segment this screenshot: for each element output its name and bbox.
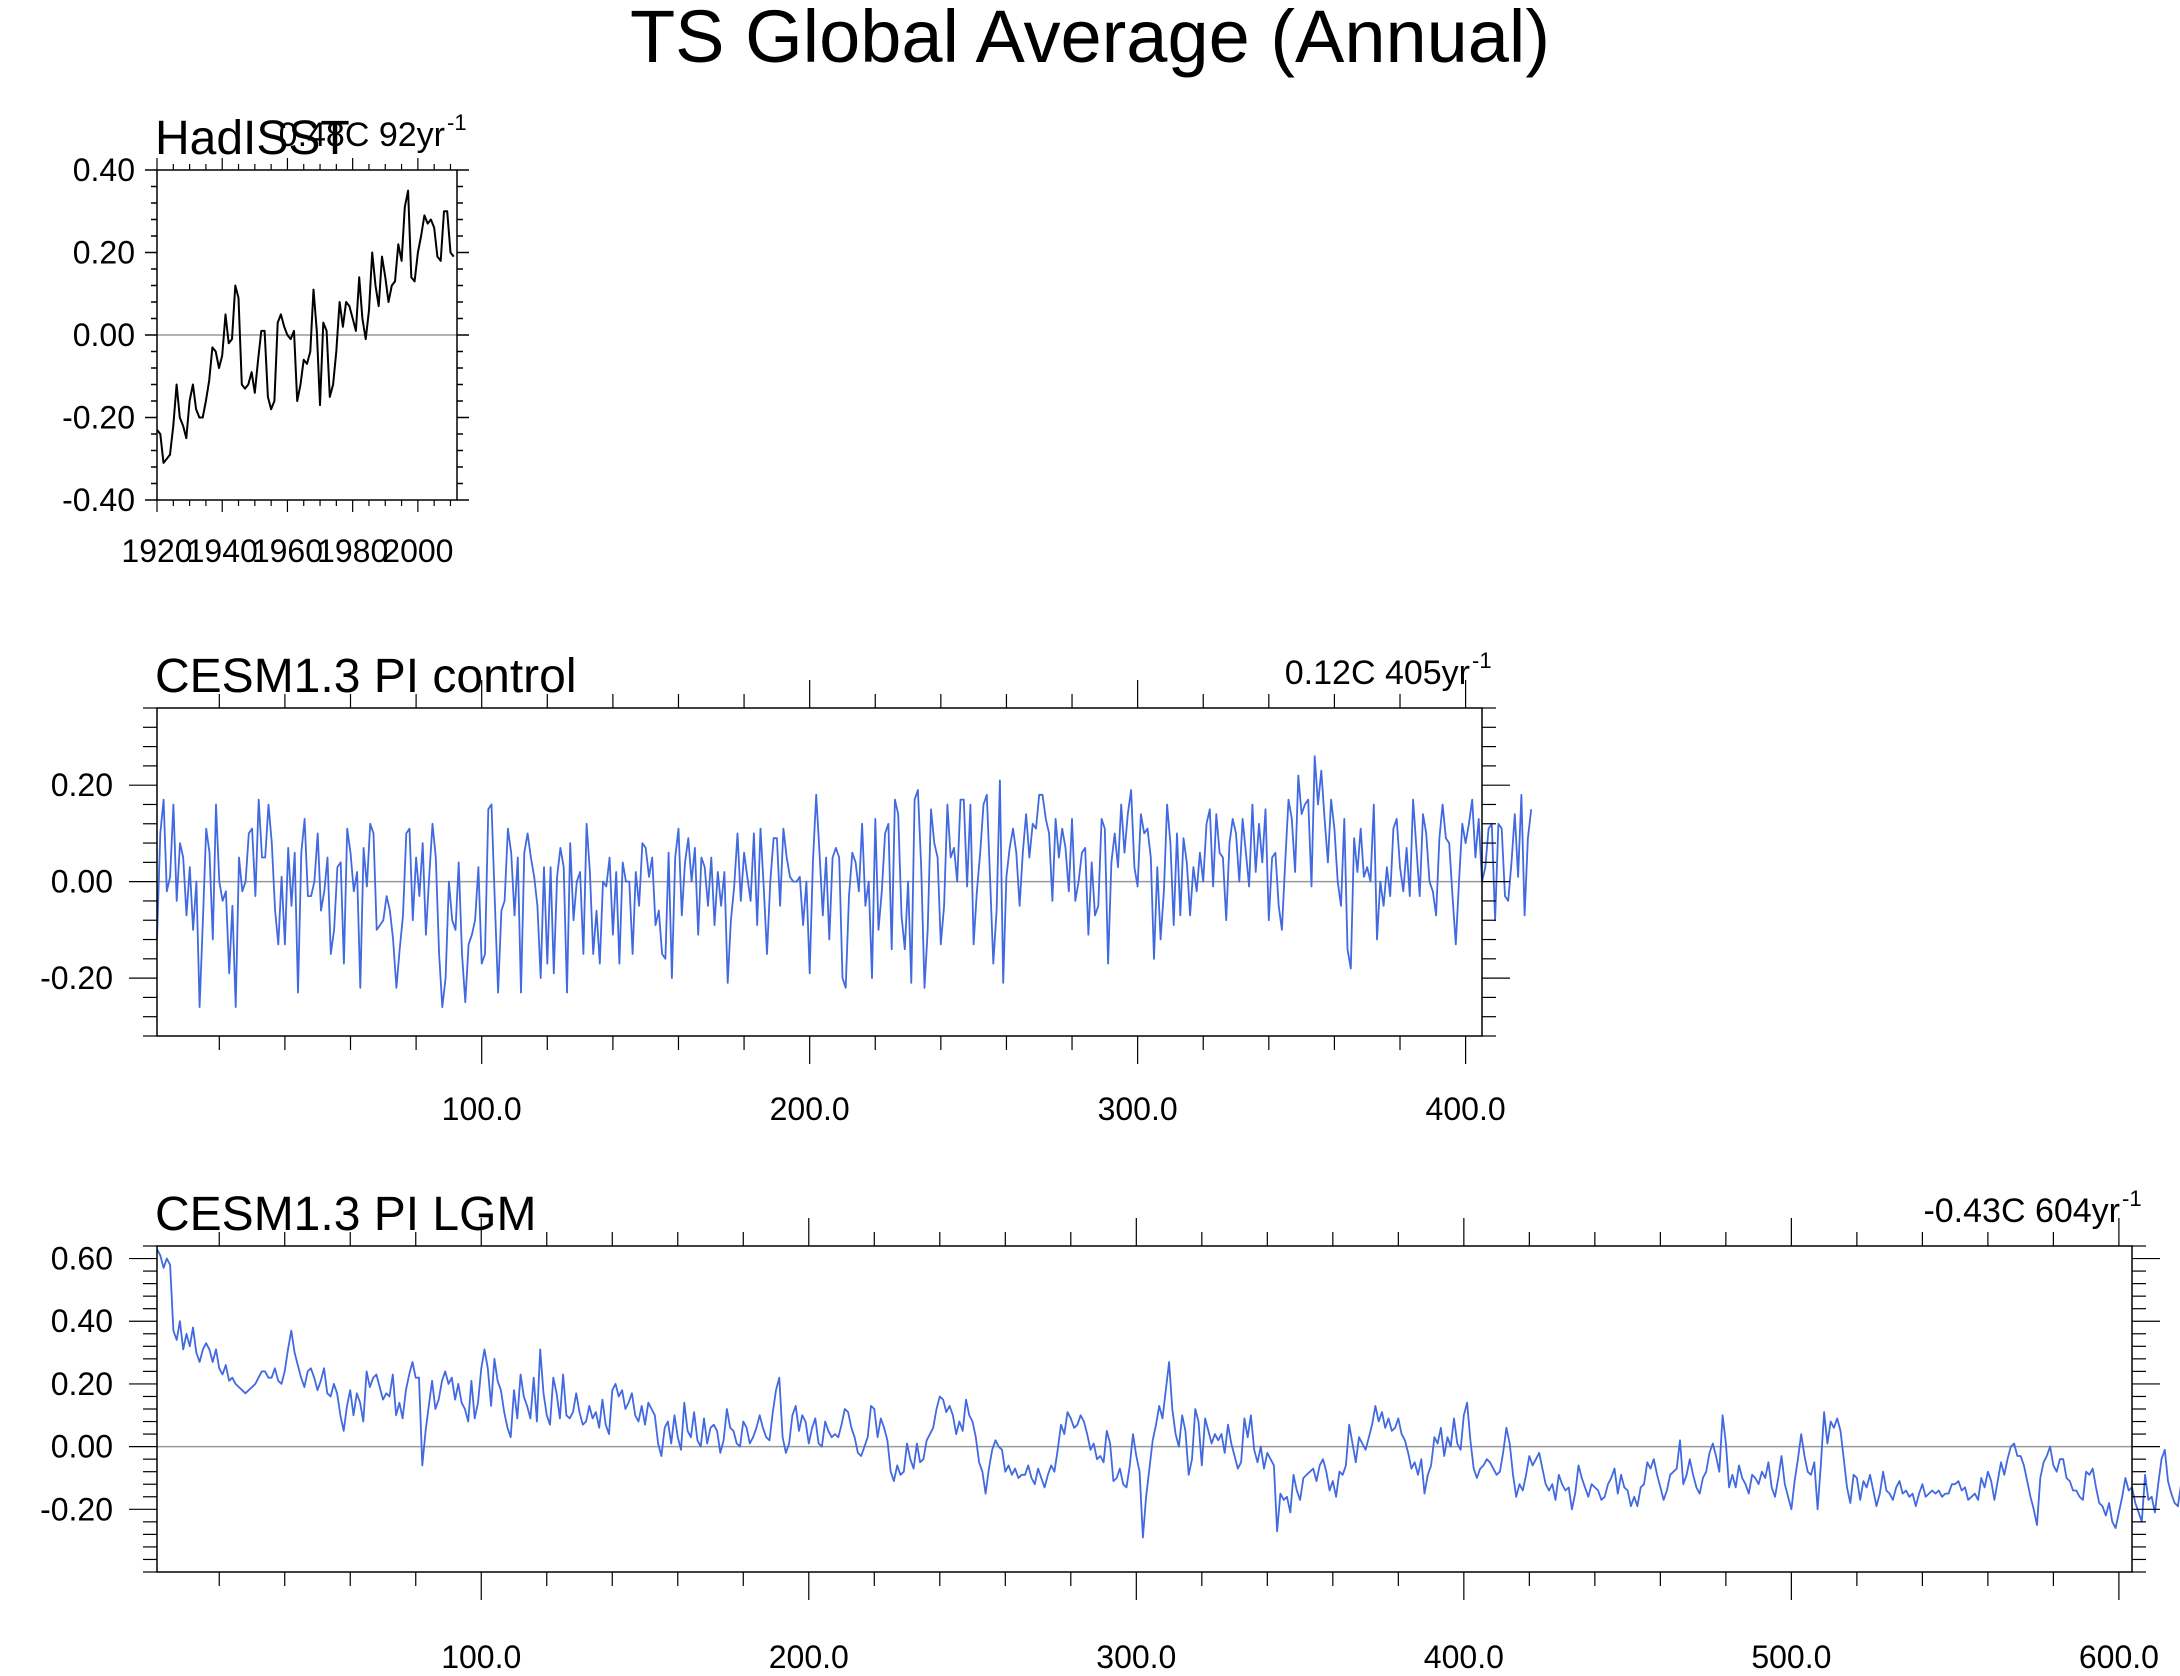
trend-exponent: -1 xyxy=(2122,1186,2142,1211)
x-tick-label: 200.0 xyxy=(770,1091,850,1127)
trend-label: 0.48C 92yr xyxy=(279,116,445,154)
y-tick-label: -0.20 xyxy=(62,400,135,436)
y-tick-label: -0.20 xyxy=(40,1491,113,1527)
plot-frame xyxy=(156,707,1483,1037)
x-tick-label: 200.0 xyxy=(769,1639,849,1675)
chart-panel-pi-control: CESM1.3 PI control 0.12C 405yr -1 -0.20 0.00… xyxy=(40,648,1533,1127)
x-tick-label: 100.0 xyxy=(441,1639,521,1675)
x-tick-label: 600.0 xyxy=(2079,1639,2159,1675)
series-line-0 xyxy=(156,1248,2180,1539)
trend-exponent: -1 xyxy=(1472,648,1492,673)
series-line-0 xyxy=(156,189,455,464)
y-tick-label: 0.00 xyxy=(51,1429,113,1465)
y-tick-label: -0.40 xyxy=(62,482,135,518)
x-tick-label: 100.0 xyxy=(442,1091,522,1127)
figure-title: TS Global Average (Annual) xyxy=(630,0,1550,78)
series-line-0 xyxy=(156,755,1533,1008)
x-tick-label: 1940 xyxy=(187,533,258,569)
panel-title: HadISST xyxy=(155,112,350,165)
y-tick-label: -0.20 xyxy=(40,960,113,996)
x-tick-label: 300.0 xyxy=(1098,1091,1178,1127)
x-tick-label: 400.0 xyxy=(1426,1091,1506,1127)
y-tick-label: 0.60 xyxy=(51,1241,113,1277)
x-tick-label: 1960 xyxy=(252,533,323,569)
x-tick-label: 1920 xyxy=(121,533,192,569)
x-tick-label: 500.0 xyxy=(1751,1639,1831,1675)
trend-label: -0.43C 604yr xyxy=(1923,1192,2120,1230)
y-tick-label: 0.40 xyxy=(73,152,135,188)
trend-label: 0.12C 405yr xyxy=(1285,654,1470,692)
y-tick-label: 0.20 xyxy=(51,767,113,803)
panel-title: CESM1.3 PI control xyxy=(155,650,577,703)
chart-panel-pi-lgm: CESM1.3 PI LGM -0.43C 604yr -1 -0.20 0.00 0.2… xyxy=(40,1186,2180,1675)
panel-title: CESM1.3 PI LGM xyxy=(155,1188,536,1241)
y-tick-label: 0.20 xyxy=(51,1366,113,1402)
y-tick-label: 0.00 xyxy=(51,864,113,900)
x-tick-label: 300.0 xyxy=(1096,1639,1176,1675)
x-tick-label: 2000 xyxy=(382,533,453,569)
trend-exponent: -1 xyxy=(447,110,467,135)
y-tick-label: 0.40 xyxy=(51,1303,113,1339)
y-tick-label: 0.00 xyxy=(73,317,135,353)
x-tick-label: 400.0 xyxy=(1424,1639,1504,1675)
y-tick-label: 0.20 xyxy=(73,235,135,271)
x-tick-label: 1980 xyxy=(317,533,388,569)
